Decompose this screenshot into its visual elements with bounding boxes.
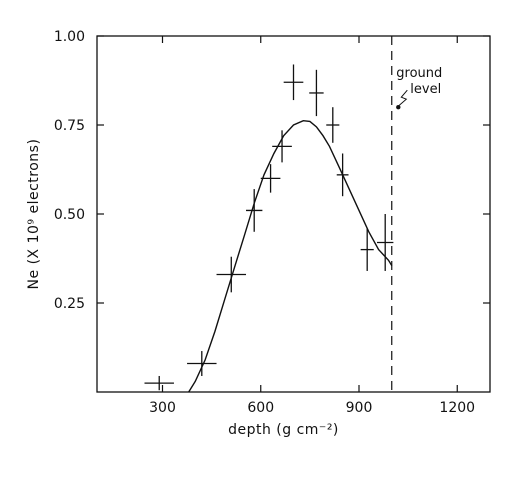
data-point: [216, 256, 247, 293]
y-tick-label: 0.50: [54, 207, 85, 223]
x-tick-label: 300: [149, 400, 176, 416]
data-point: [326, 107, 340, 143]
annotation-arrow: [398, 89, 408, 106]
data-point: [283, 64, 304, 101]
y-axis-title: Ne (X 10⁹ electrons): [26, 139, 42, 290]
data-marks: [144, 64, 394, 391]
data-point: [187, 351, 217, 376]
annotation-line-1: ground: [396, 66, 442, 81]
data-point: [246, 189, 263, 232]
x-tick-label: 1200: [439, 400, 475, 416]
y-tick-label: 0.25: [54, 296, 85, 312]
x-axis-title: depth (g cm⁻²): [228, 422, 339, 438]
annotation-dot: [396, 105, 401, 110]
data-point: [360, 228, 374, 271]
data-point: [309, 69, 324, 117]
data-point: [260, 164, 281, 193]
fit-curve: [188, 119, 393, 393]
data-point: [272, 130, 292, 163]
axis-ticks: 300 600 900 1200 0.25 0.50 0.75 1.00: [54, 29, 490, 416]
data-point: [377, 214, 394, 271]
y-tick-label: 0.75: [54, 118, 85, 134]
x-tick-label: 900: [346, 400, 373, 416]
annotation-line-2: level: [410, 82, 441, 97]
ground-level-annotation: ground level: [396, 66, 442, 110]
data-point: [144, 375, 174, 391]
x-tick-label: 600: [247, 400, 274, 416]
y-tick-label: 1.00: [54, 29, 85, 45]
